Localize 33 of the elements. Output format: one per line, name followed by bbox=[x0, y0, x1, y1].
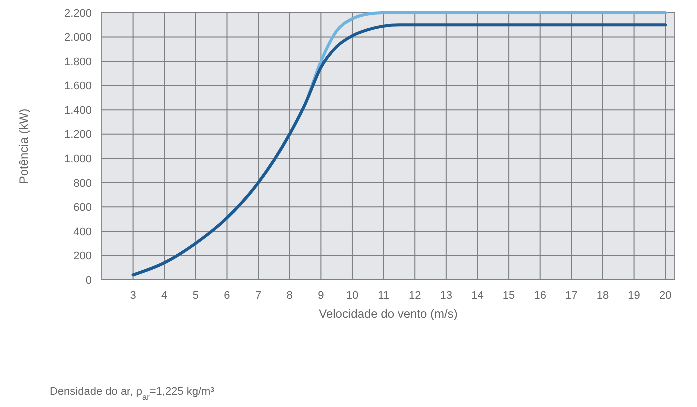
x-tick-label: 13 bbox=[440, 290, 453, 302]
y-tick-label: 1.000 bbox=[64, 153, 92, 166]
x-axis-title: Velocidade do vento (m/s) bbox=[319, 307, 458, 321]
text: Densidade do ar, ρ$_{ar}$=1,225 kg/m³ bbox=[50, 386, 215, 402]
y-axis-title: Potência (kW) bbox=[17, 108, 31, 184]
x-tick-label: 15 bbox=[502, 290, 516, 302]
x-tick-label: 10 bbox=[346, 290, 359, 302]
x-tick-label: 7 bbox=[255, 290, 262, 302]
y-tick-label: 1.200 bbox=[64, 129, 92, 142]
y-tick-label: 2.200 bbox=[64, 8, 92, 20]
y-tick-label: 800 bbox=[74, 178, 92, 190]
x-tick-label: 18 bbox=[596, 290, 610, 302]
x-tick-label: 4 bbox=[162, 290, 168, 302]
y-tick-label: 1.600 bbox=[64, 80, 92, 93]
x-tick-label: 20 bbox=[659, 290, 672, 302]
y-tick-label: 1.800 bbox=[64, 56, 92, 68]
x-tick-label: 9 bbox=[318, 290, 324, 302]
y-tick-label: 200 bbox=[74, 250, 92, 263]
x-tick-label: 5 bbox=[192, 290, 199, 302]
y-tick-label: 400 bbox=[74, 226, 92, 238]
x-tick-label: 6 bbox=[224, 290, 230, 302]
x-tick-label: 11 bbox=[378, 290, 390, 302]
y-tick-label: 1.400 bbox=[64, 104, 92, 117]
x-tick-label: 19 bbox=[628, 290, 640, 302]
x-tick-label: 17 bbox=[566, 290, 578, 302]
y-tick-label: 2.000 bbox=[64, 32, 92, 44]
x-tick-label: 16 bbox=[534, 290, 546, 302]
x-tick-label: 14 bbox=[472, 290, 484, 302]
x-tick-label: 12 bbox=[408, 290, 422, 302]
y-tick-label: 600 bbox=[74, 202, 92, 214]
y-tick-label: 0 bbox=[86, 274, 92, 287]
x-tick-label: 8 bbox=[286, 290, 293, 302]
x-tick-label: 3 bbox=[130, 290, 136, 302]
